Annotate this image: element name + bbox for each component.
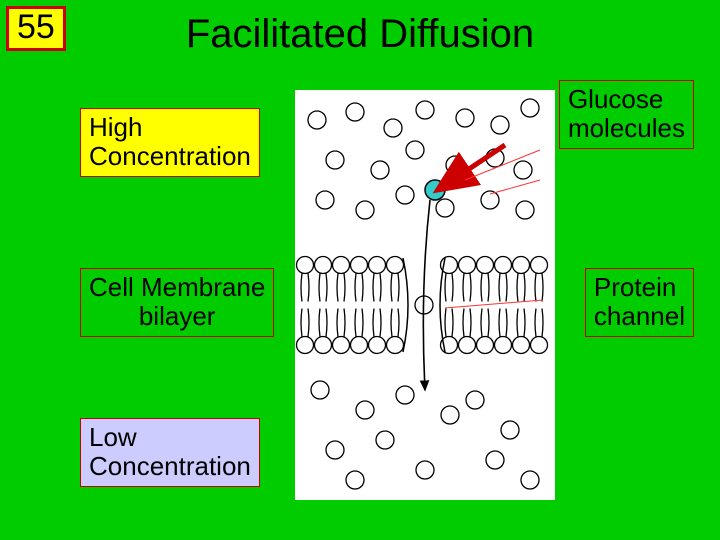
membrane-diagram (295, 90, 555, 500)
label-high-concentration: HighConcentration (80, 108, 260, 177)
label-cell-membrane: Cell Membranebilayer (80, 268, 274, 337)
label-low-concentration: LowConcentration (80, 418, 260, 487)
membrane-svg (295, 90, 555, 500)
page-title: Facilitated Diffusion (0, 12, 720, 57)
label-protein-channel: Proteinchannel (585, 268, 694, 337)
label-glucose-molecules: Glucosemolecules (559, 80, 694, 149)
